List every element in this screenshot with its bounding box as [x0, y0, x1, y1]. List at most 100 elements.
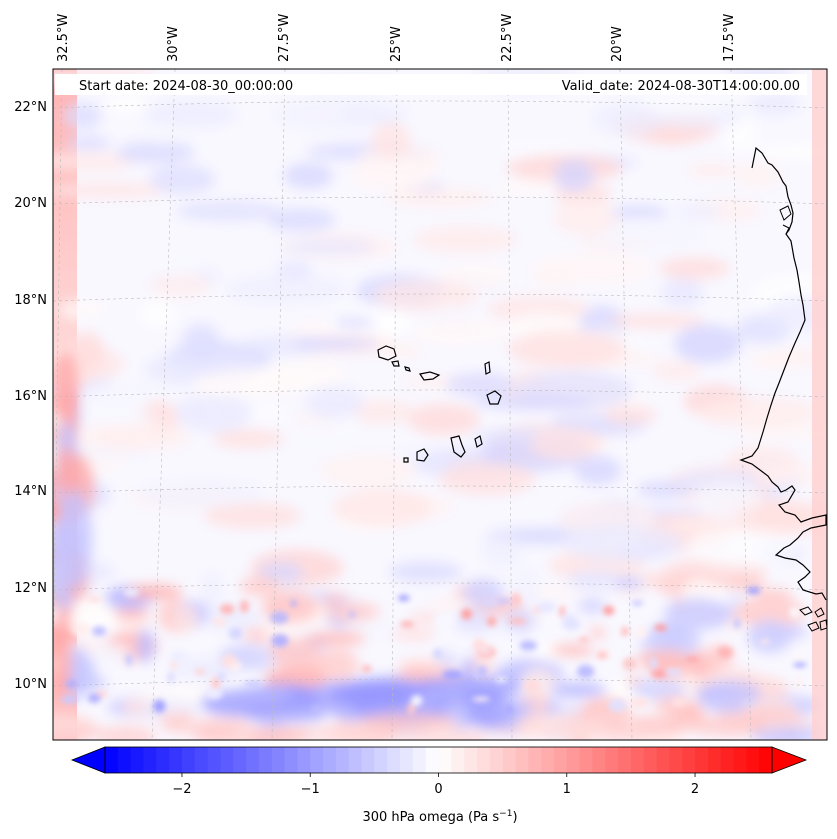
- field-blob: [607, 313, 706, 329]
- field-blob: [96, 725, 156, 740]
- field-blob: [391, 629, 435, 640]
- field-blob: [194, 668, 206, 675]
- colorbar-cell: [271, 747, 286, 773]
- longitude-ticks: 32.5°W 30°W 27.5°W 25°W 22.5°W 20°W 17.5…: [56, 14, 737, 62]
- field-blob: [113, 608, 150, 619]
- field-blob: [217, 672, 226, 682]
- field-blob: [793, 662, 807, 668]
- field-blob: [472, 696, 490, 702]
- coast-detail: [779, 205, 792, 235]
- field-blob: [576, 664, 595, 679]
- field-blob: [434, 613, 455, 628]
- field-blob: [552, 199, 619, 236]
- field-blob: [139, 700, 205, 714]
- field-blob: [291, 337, 378, 350]
- field-blob: [266, 208, 336, 232]
- field-blob: [412, 319, 507, 346]
- right-edge-band: [812, 69, 827, 740]
- field-blob: [188, 383, 264, 397]
- field-specks: [60, 586, 807, 716]
- colorbar-tick-label: −1: [301, 782, 320, 797]
- field-blob: [651, 669, 668, 679]
- field-blob: [317, 722, 381, 737]
- field-blob: [53, 611, 72, 698]
- field-blob: [743, 603, 762, 613]
- colorbar-cell: [733, 747, 747, 773]
- field-blob: [373, 280, 478, 312]
- field-blob: [629, 697, 650, 709]
- valid-date-label: Valid_date: 2024-08-30T14:00:00.00: [562, 79, 800, 94]
- field-blob: [221, 654, 238, 668]
- field-blob: [412, 226, 517, 254]
- field-blob: [609, 205, 668, 220]
- colorbar-cell: [541, 747, 555, 773]
- colorbar-cell: [105, 747, 119, 773]
- field-blob: [251, 405, 288, 421]
- field-blob: [153, 699, 166, 713]
- field-blob: [226, 275, 347, 304]
- field-blob: [686, 527, 798, 568]
- field-blob: [689, 715, 767, 737]
- colorbar-cell: [451, 747, 465, 773]
- field-blob: [167, 671, 175, 684]
- lat-tick: 12°N: [14, 581, 47, 596]
- colorbar-cell: [130, 747, 145, 773]
- field-blob: [549, 644, 595, 656]
- field-blob: [348, 611, 356, 618]
- field-blob: [400, 620, 415, 628]
- island-sal: [484, 361, 491, 375]
- field-blob: [733, 161, 783, 188]
- field-blob: [175, 392, 253, 433]
- parallel-line: [53, 582, 827, 591]
- field-blob: [126, 584, 183, 600]
- field-blob: [505, 703, 514, 715]
- field-blob: [388, 561, 462, 583]
- colorbar-cell: [194, 747, 209, 773]
- field-blob: [462, 578, 505, 607]
- field-blob: [604, 405, 657, 426]
- field-blob: [361, 665, 372, 673]
- bijagos-islands: [799, 606, 827, 632]
- colorbar-cell: [297, 747, 311, 773]
- parallel-line: [53, 196, 827, 205]
- colorbar-cell: [310, 747, 324, 773]
- field-blob: [125, 653, 133, 666]
- field-blob: [191, 717, 252, 733]
- field-blob: [653, 360, 701, 382]
- field-blob: [253, 361, 347, 390]
- colorbar-cell: [156, 747, 170, 773]
- island-brava: [403, 457, 409, 463]
- field-blob: [639, 572, 678, 588]
- field-blob: [372, 121, 410, 159]
- field-blob: [387, 187, 493, 208]
- field-blob: [230, 684, 293, 705]
- field-blob: [137, 480, 263, 508]
- colorbar-cell: [400, 747, 414, 773]
- lat-tick: 18°N: [14, 293, 47, 308]
- colorbar-cell: [169, 747, 183, 773]
- field-blob: [212, 429, 285, 449]
- field-blob: [272, 639, 286, 647]
- field-blob: [212, 680, 220, 689]
- field-blob: [66, 680, 78, 688]
- field-blob: [55, 446, 74, 491]
- colorbar-cell: [566, 747, 581, 773]
- island-boa-vista: [486, 390, 502, 405]
- field-blob: [87, 693, 101, 704]
- colorbar-cell: [220, 747, 234, 773]
- field-blob: [104, 95, 152, 114]
- field-blob: [507, 330, 627, 368]
- field-blob: [60, 695, 79, 704]
- field-blob: [636, 649, 691, 669]
- field-blob: [283, 162, 334, 189]
- colorbar-cell: [643, 747, 658, 773]
- field-blob: [290, 600, 297, 607]
- field-blob: [202, 572, 222, 605]
- field-blob: [486, 616, 497, 627]
- field-blob: [181, 323, 220, 357]
- lat-tick: 20°N: [14, 196, 47, 211]
- field-blob: [454, 609, 491, 634]
- map-frame: [52, 68, 828, 741]
- colorbar-cell: [695, 747, 709, 773]
- field-blob: [88, 596, 101, 603]
